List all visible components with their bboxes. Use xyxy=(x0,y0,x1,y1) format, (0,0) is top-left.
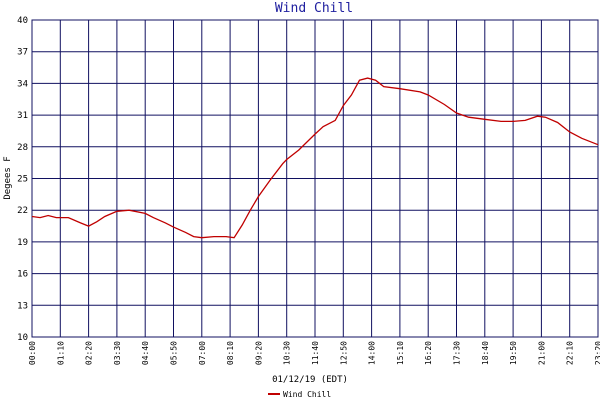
x-tick-label: 02:20 xyxy=(85,341,94,365)
y-tick-label: 40 xyxy=(17,16,28,26)
y-tick-label: 31 xyxy=(17,111,28,121)
x-tick-label: 18:40 xyxy=(481,341,490,365)
x-tick-label: 04:40 xyxy=(141,341,150,365)
y-tick-label: 16 xyxy=(17,270,28,280)
x-tick-label: 17:30 xyxy=(453,341,462,365)
x-tick-label: 01:10 xyxy=(56,341,65,365)
x-tick-label: 23:20 xyxy=(594,341,600,365)
x-tick-label: 22:10 xyxy=(566,341,575,365)
x-tick-label: 15:10 xyxy=(396,341,405,365)
x-tick-label: 14:00 xyxy=(368,341,377,365)
y-tick-label: 19 xyxy=(17,238,28,248)
x-tick-label: 07:00 xyxy=(198,341,207,365)
x-tick-label: 21:00 xyxy=(537,341,546,365)
x-tick-label: 12:50 xyxy=(339,341,348,365)
x-tick-label: 00:00 xyxy=(28,341,37,365)
data-line xyxy=(31,77,599,239)
chart-title: Wind Chill xyxy=(275,1,353,16)
y-tick-label: 10 xyxy=(17,333,28,343)
y-tick-label: 25 xyxy=(17,175,28,185)
y-tick-label: 34 xyxy=(17,79,28,89)
y-tick-label: 22 xyxy=(17,206,28,216)
x-tick-label: 08:10 xyxy=(226,341,235,365)
x-tick-label: 11:40 xyxy=(311,341,320,365)
x-tick-label: 19:50 xyxy=(509,341,518,365)
legend-label: Wind Chill xyxy=(283,390,331,399)
x-axis-label: 01/12/19 (EDT) xyxy=(272,375,348,385)
x-tick-label: 10:30 xyxy=(283,341,292,365)
y-tick-label: 13 xyxy=(17,301,28,311)
y-tick-label: 28 xyxy=(17,143,28,153)
x-tick-label: 09:20 xyxy=(254,341,263,365)
y-axis-label: Degees F xyxy=(3,156,13,199)
y-tick-label: 37 xyxy=(17,48,28,58)
x-tick-label: 16:20 xyxy=(424,341,433,365)
x-tick-label: 03:30 xyxy=(113,341,122,365)
x-tick-label: 05:50 xyxy=(170,341,179,365)
